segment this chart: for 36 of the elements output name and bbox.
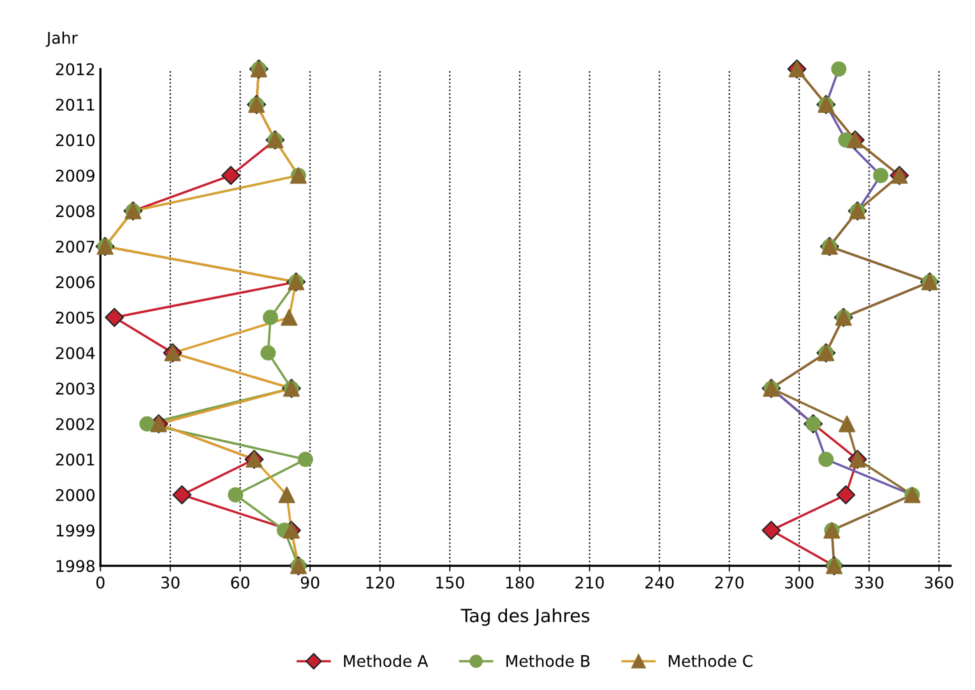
y-tick-label: 2003 <box>56 382 94 395</box>
y-tick-label: 2002 <box>56 418 94 430</box>
y-tick-label: 2010 <box>56 134 94 146</box>
x-tick-label: 90 <box>300 576 320 589</box>
y-tick-label: 1998 <box>56 560 94 572</box>
point <box>838 416 856 432</box>
y-tick-label: 2005 <box>56 312 94 324</box>
x-tick-label: 60 <box>231 576 250 589</box>
point <box>280 309 298 326</box>
y-tick-label: 2001 <box>56 454 94 466</box>
y-tick-label: 2012 <box>56 63 94 76</box>
y-tick-label: 2011 <box>56 98 94 111</box>
x-axis-title: Tag des Jahres <box>460 608 590 626</box>
point <box>278 486 296 504</box>
y-tick-label: 1999 <box>56 524 94 537</box>
x-tick-label: 180 <box>506 576 534 589</box>
y-axis-title: Jahr <box>46 31 78 47</box>
x-tick-label: 150 <box>436 576 464 589</box>
x-tick-label: 210 <box>576 576 604 589</box>
y-tick-label: 2000 <box>56 489 94 502</box>
x-tick-label: 0 <box>96 576 104 589</box>
y-tick-label: 2006 <box>56 276 95 288</box>
x-tick-label: 270 <box>715 576 744 589</box>
legend-label: Methode B <box>506 654 590 668</box>
x-tick-label: 300 <box>785 576 814 589</box>
legend-label: Methode A <box>344 654 428 668</box>
y-tick-label: 2004 <box>56 347 95 360</box>
x-tick-label: 360 <box>924 576 954 589</box>
y-tick-label: 2009 <box>56 170 94 182</box>
legend-label: Methode C <box>668 654 752 668</box>
x-tick-label: 240 <box>645 576 674 589</box>
y-tick-label: 2008 <box>56 205 94 218</box>
x-tick-label: 330 <box>855 576 884 589</box>
y-tick-label: 2007 <box>56 240 94 253</box>
x-tick-label: 30 <box>161 576 180 589</box>
x-tick-label: 120 <box>366 576 394 589</box>
